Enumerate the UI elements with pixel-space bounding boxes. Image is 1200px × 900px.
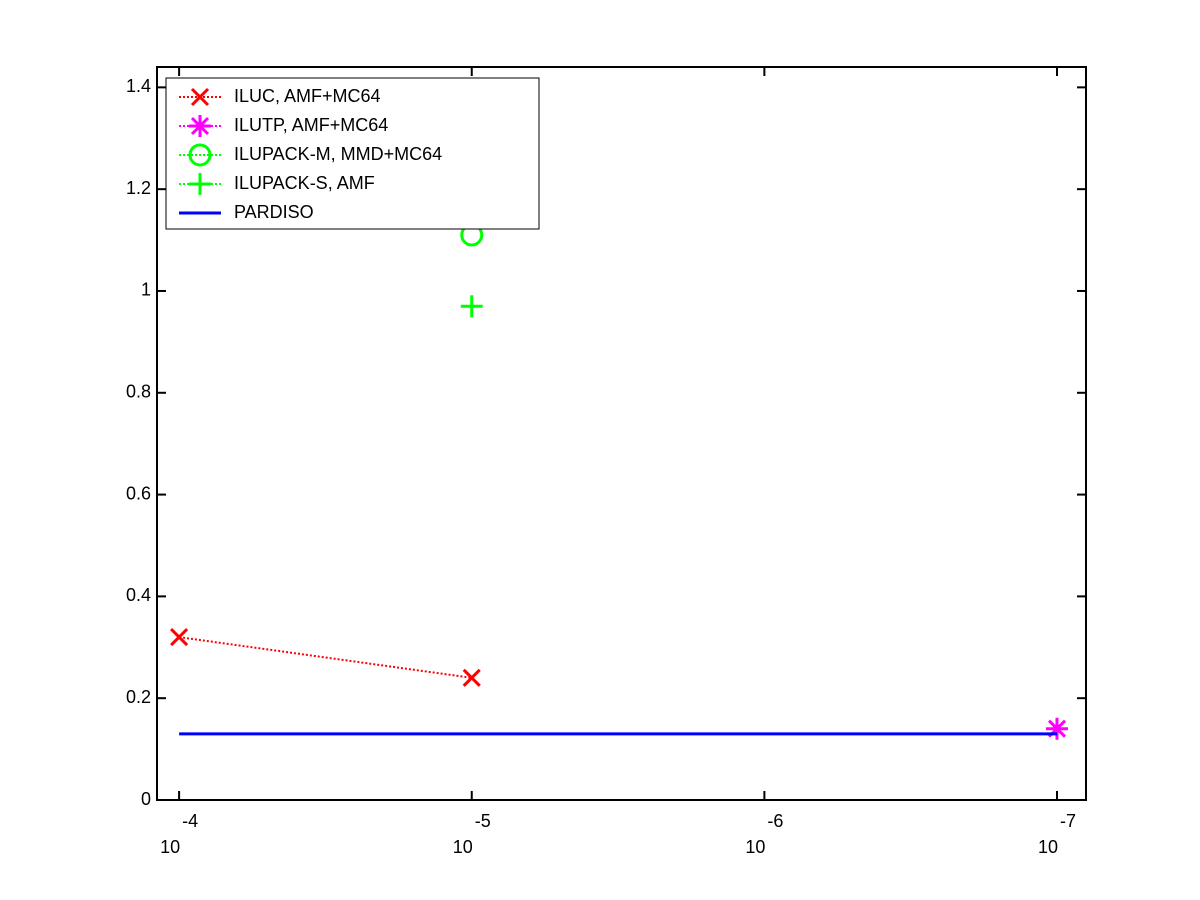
- legend-label: ILUC, AMF+MC64: [234, 86, 381, 106]
- legend-box: [165, 77, 540, 230]
- y-tick-label: 1: [141, 280, 151, 300]
- series-line: [178, 636, 472, 679]
- y-tick-label: 0: [141, 789, 151, 809]
- y-tick-label: 0.4: [126, 585, 151, 605]
- x-tick-label: 10: [745, 837, 765, 857]
- legend-marker: [188, 143, 212, 167]
- y-tick-label: 1.4: [126, 76, 151, 96]
- x-tick-label: 10: [1038, 837, 1058, 857]
- y-tick-label: 0.8: [126, 382, 151, 402]
- y-tick-label: 0.2: [126, 687, 151, 707]
- x-tick-exponent: -4: [182, 811, 198, 831]
- legend-label: PARDISO: [234, 202, 314, 222]
- legend-label: ILUPACK-S, AMF: [234, 173, 375, 193]
- legend-marker: [190, 87, 210, 107]
- x-tick-label: 10: [160, 837, 180, 857]
- y-tick-label: 1.2: [126, 178, 151, 198]
- x-tick-label: 10: [453, 837, 473, 857]
- legend-marker: [189, 173, 211, 195]
- y-tick-label: 0.6: [126, 483, 151, 503]
- x-tick-exponent: -5: [475, 811, 491, 831]
- data-point: [462, 668, 481, 687]
- legend-label: ILUTP, AMF+MC64: [234, 115, 388, 135]
- x-tick-exponent: -7: [1060, 811, 1076, 831]
- legend-label: ILUPACK-M, MMD+MC64: [234, 144, 442, 164]
- x-tick-exponent: -6: [767, 811, 783, 831]
- data-point: [1046, 717, 1068, 740]
- data-point: [170, 628, 189, 647]
- data-point: [460, 295, 483, 318]
- legend-marker: [189, 115, 211, 137]
